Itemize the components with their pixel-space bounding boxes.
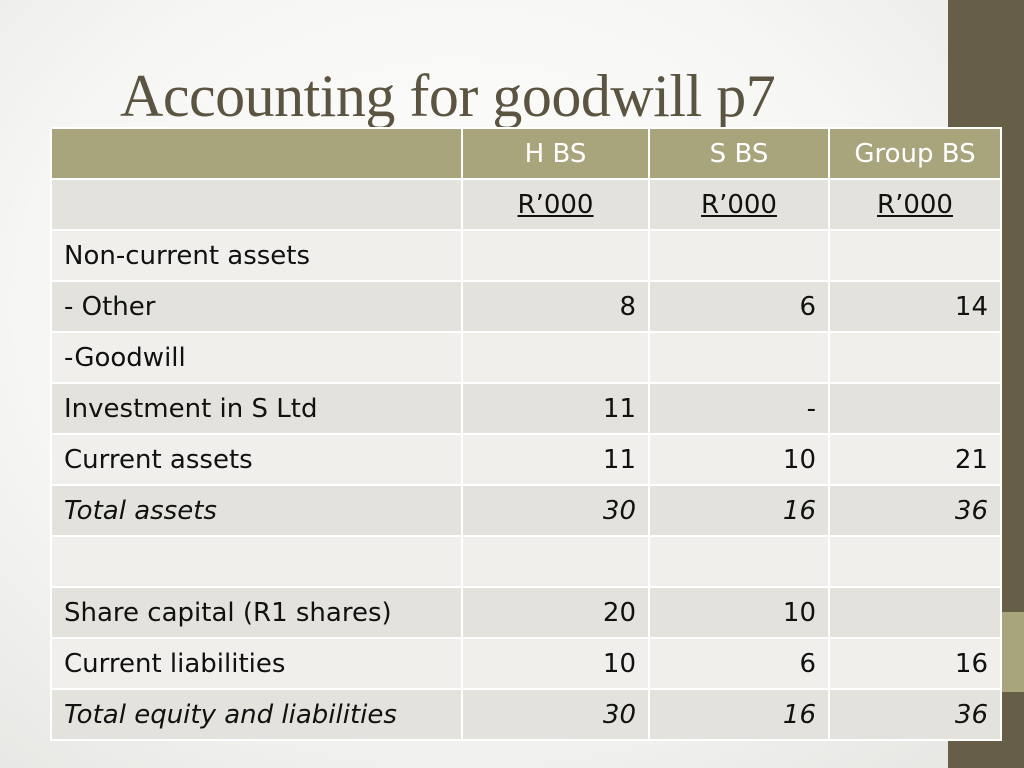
cell-s-bs: R’000 xyxy=(648,179,830,231)
table-row-spacer xyxy=(50,536,1002,588)
cell-s-bs: 10 xyxy=(648,434,830,486)
cell-h-bs: 30 xyxy=(461,485,650,537)
cell-h-bs xyxy=(461,230,650,282)
row-label: -Goodwill xyxy=(50,332,463,384)
header-cell-s-bs: S BS xyxy=(648,127,830,180)
row-label xyxy=(50,536,463,588)
cell-h-bs: R’000 xyxy=(461,179,650,231)
cell-h-bs: 11 xyxy=(461,434,650,486)
balance-sheet-table: H BS S BS Group BS R’000 R’000 R’000 Non… xyxy=(50,127,1002,741)
table-row: Non-current assets xyxy=(50,230,1002,282)
cell-s-bs xyxy=(648,230,830,282)
cell-s-bs xyxy=(648,332,830,384)
row-label: Share capital (R1 shares) xyxy=(50,587,463,639)
cell-s-bs xyxy=(648,536,830,588)
row-label: Current assets xyxy=(50,434,463,486)
table-row: -Goodwill xyxy=(50,332,1002,384)
table-row-total: Total assets 30 16 36 xyxy=(50,485,1002,537)
cell-h-bs: 11 xyxy=(461,383,650,435)
cell-group-bs: 36 xyxy=(828,689,1002,741)
cell-s-bs: - xyxy=(648,383,830,435)
row-label: - Other xyxy=(50,281,463,333)
cell-h-bs: 10 xyxy=(461,638,650,690)
cell-s-bs: 16 xyxy=(648,485,830,537)
table-row: - Other 8 6 14 xyxy=(50,281,1002,333)
header-cell-h-bs: H BS xyxy=(461,127,650,180)
cell-group-bs xyxy=(828,587,1002,639)
cell-h-bs: 20 xyxy=(461,587,650,639)
cell-s-bs: 16 xyxy=(648,689,830,741)
table-row: Investment in S Ltd 11 - xyxy=(50,383,1002,435)
table-row: Current liabilities 10 6 16 xyxy=(50,638,1002,690)
table-header-row: H BS S BS Group BS xyxy=(50,127,1002,180)
cell-h-bs xyxy=(461,332,650,384)
cell-group-bs xyxy=(828,383,1002,435)
cell-group-bs xyxy=(828,230,1002,282)
cell-group-bs: 21 xyxy=(828,434,1002,486)
header-cell-group-bs: Group BS xyxy=(828,127,1002,180)
cell-group-bs xyxy=(828,536,1002,588)
table-row-total: Total equity and liabilities 30 16 36 xyxy=(50,689,1002,741)
cell-group-bs: R’000 xyxy=(828,179,1002,231)
cell-h-bs xyxy=(461,536,650,588)
table-row: Current assets 11 10 21 xyxy=(50,434,1002,486)
row-label: Total equity and liabilities xyxy=(50,689,463,741)
cell-s-bs: 6 xyxy=(648,638,830,690)
cell-h-bs: 30 xyxy=(461,689,650,741)
row-label: Investment in S Ltd xyxy=(50,383,463,435)
cell-group-bs xyxy=(828,332,1002,384)
cell-s-bs: 10 xyxy=(648,587,830,639)
row-label: Non-current assets xyxy=(50,230,463,282)
cell-h-bs: 8 xyxy=(461,281,650,333)
row-label xyxy=(50,179,463,231)
cell-group-bs: 36 xyxy=(828,485,1002,537)
header-cell-label xyxy=(50,127,463,180)
row-label: Current liabilities xyxy=(50,638,463,690)
cell-s-bs: 6 xyxy=(648,281,830,333)
slide-title: Accounting for goodwill p7 xyxy=(120,63,776,129)
row-label: Total assets xyxy=(50,485,463,537)
side-decoration-accent xyxy=(1001,612,1024,692)
cell-group-bs: 16 xyxy=(828,638,1002,690)
table-row-units: R’000 R’000 R’000 xyxy=(50,179,1002,231)
cell-group-bs: 14 xyxy=(828,281,1002,333)
table-row: Share capital (R1 shares) 20 10 xyxy=(50,587,1002,639)
